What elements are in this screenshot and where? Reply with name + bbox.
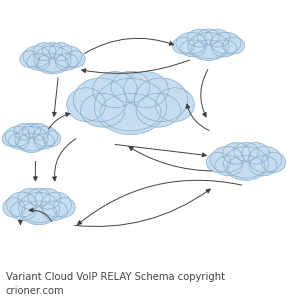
Text: Variant Cloud VoIP RELAY Schema copyright: Variant Cloud VoIP RELAY Schema copyrigh…: [6, 272, 225, 281]
Text: crioner.com: crioner.com: [6, 286, 64, 296]
